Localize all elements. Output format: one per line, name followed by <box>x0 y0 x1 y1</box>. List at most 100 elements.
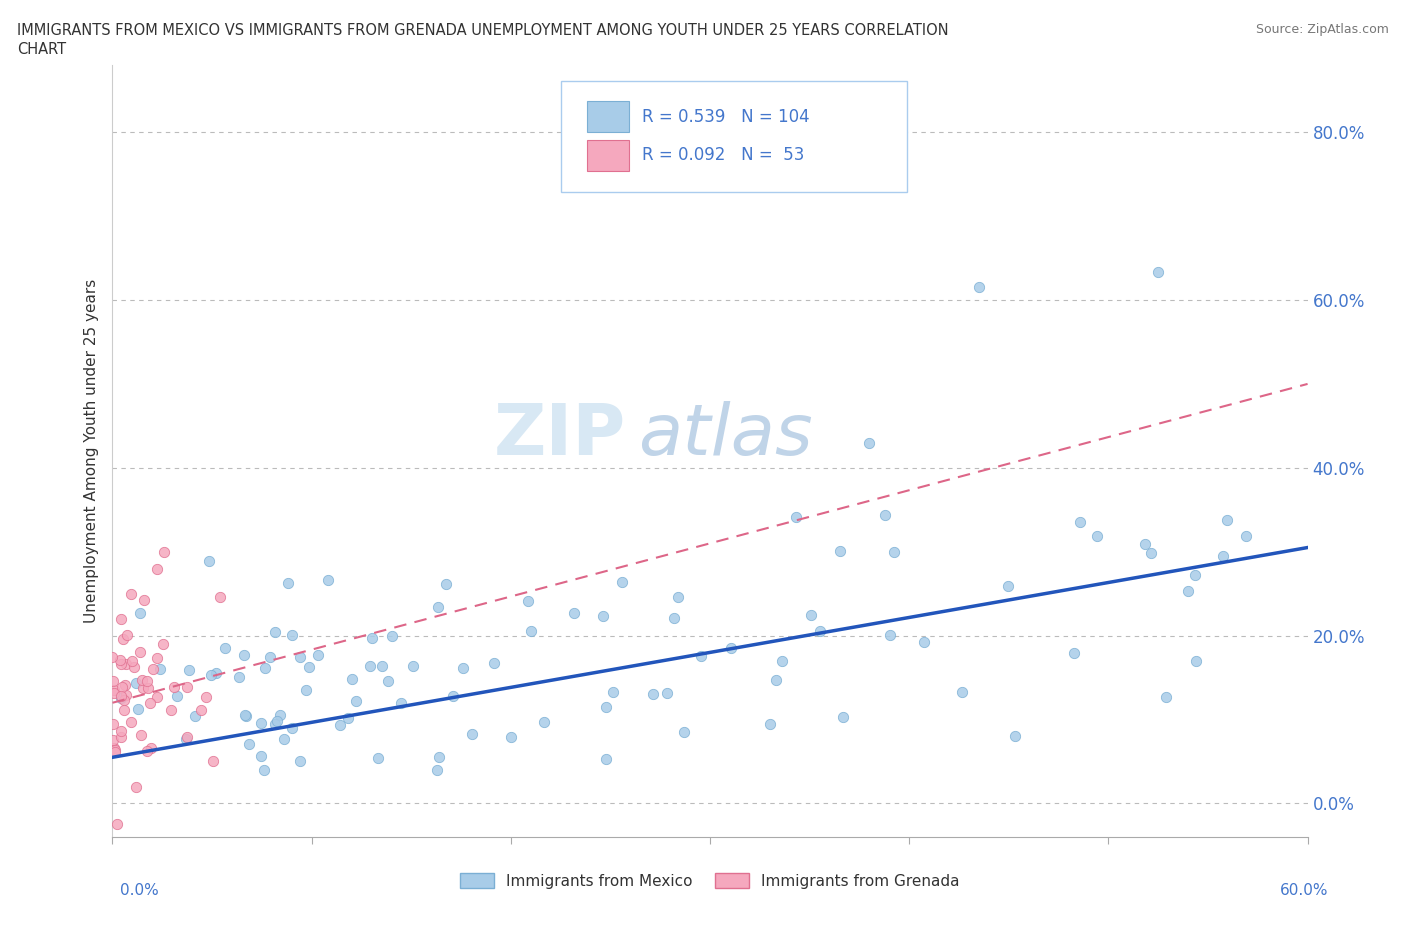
Point <box>402 658 425 673</box>
Point <box>1216 513 1239 528</box>
Legend: Immigrants from Mexico, Immigrants from Grenada: Immigrants from Mexico, Immigrants from … <box>454 867 966 895</box>
Point <box>129 644 152 659</box>
Text: R = 0.539   N = 104: R = 0.539 N = 104 <box>643 108 810 126</box>
Text: CHART: CHART <box>17 42 66 57</box>
Point <box>657 685 679 700</box>
Point <box>997 578 1019 593</box>
Point <box>129 728 152 743</box>
Text: atlas: atlas <box>638 401 813 470</box>
Point <box>108 653 131 668</box>
Point <box>329 717 352 732</box>
Point <box>139 741 162 756</box>
Point <box>208 590 231 604</box>
Y-axis label: Unemployment Among Youth under 25 years: Unemployment Among Youth under 25 years <box>84 279 100 623</box>
Point <box>200 668 222 683</box>
Point <box>103 673 125 688</box>
Point <box>759 716 782 731</box>
Point <box>110 724 132 739</box>
Point <box>808 624 831 639</box>
Point <box>1185 654 1208 669</box>
Point <box>110 657 132 671</box>
Point <box>1063 645 1085 660</box>
Point <box>370 658 392 673</box>
Point <box>253 763 276 777</box>
Point <box>1069 515 1091 530</box>
Point <box>517 593 540 608</box>
Point <box>132 680 155 695</box>
Point <box>828 544 851 559</box>
Point <box>114 678 136 693</box>
Text: Source: ZipAtlas.com: Source: ZipAtlas.com <box>1256 23 1389 36</box>
Point <box>228 670 250 684</box>
Point <box>460 726 482 741</box>
Point <box>112 693 135 708</box>
Point <box>1234 528 1257 543</box>
Text: 60.0%: 60.0% <box>1281 883 1329 897</box>
Point <box>138 696 160 711</box>
Point <box>131 672 153 687</box>
Point <box>720 641 742 656</box>
Point <box>159 703 181 718</box>
Text: R = 0.092   N =  53: R = 0.092 N = 53 <box>643 146 804 165</box>
Point <box>197 554 219 569</box>
Point <box>104 742 127 757</box>
Point <box>280 628 302 643</box>
FancyBboxPatch shape <box>586 101 628 132</box>
Point <box>142 662 165 677</box>
Point <box>1156 689 1178 704</box>
Point <box>359 658 381 673</box>
Point <box>110 691 132 706</box>
Point <box>967 280 990 295</box>
Point <box>269 707 291 722</box>
Point <box>263 624 285 639</box>
Point <box>377 673 399 688</box>
Point <box>672 724 695 739</box>
Point <box>316 573 339 588</box>
Point <box>520 623 543 638</box>
Point <box>1004 729 1026 744</box>
Point <box>112 632 135 647</box>
Point <box>1085 529 1108 544</box>
Point <box>307 647 329 662</box>
Point <box>875 508 897 523</box>
Point <box>152 636 174 651</box>
Point <box>1140 546 1163 561</box>
Point <box>134 593 156 608</box>
Point <box>166 688 188 703</box>
Point <box>176 729 198 744</box>
Point <box>883 544 905 559</box>
Point <box>190 703 212 718</box>
Point <box>145 651 167 666</box>
Point <box>689 649 711 664</box>
Point <box>232 647 254 662</box>
Point <box>101 732 124 747</box>
Point <box>101 717 124 732</box>
Point <box>135 743 157 758</box>
FancyBboxPatch shape <box>586 140 628 171</box>
Text: IMMIGRANTS FROM MEXICO VS IMMIGRANTS FROM GRENADA UNEMPLOYMENT AMONG YOUTH UNDER: IMMIGRANTS FROM MEXICO VS IMMIGRANTS FRO… <box>17 23 949 38</box>
Point <box>202 754 225 769</box>
Point <box>177 663 200 678</box>
Point <box>115 628 138 643</box>
Point <box>765 673 787 688</box>
Point <box>128 606 150 621</box>
Point <box>110 611 132 626</box>
Point <box>592 609 614 624</box>
Point <box>146 561 169 576</box>
Point <box>122 659 145 674</box>
Point <box>249 749 271 764</box>
Point <box>912 635 935 650</box>
Point <box>194 689 217 704</box>
Point <box>1177 583 1199 598</box>
Point <box>1135 537 1157 551</box>
Point <box>879 627 901 642</box>
Point <box>115 658 138 672</box>
Point <box>254 660 277 675</box>
Point <box>1184 567 1206 582</box>
Point <box>950 684 973 699</box>
Point <box>344 693 367 708</box>
Point <box>831 710 853 724</box>
Point <box>125 676 148 691</box>
Point <box>146 689 169 704</box>
FancyBboxPatch shape <box>561 81 907 193</box>
